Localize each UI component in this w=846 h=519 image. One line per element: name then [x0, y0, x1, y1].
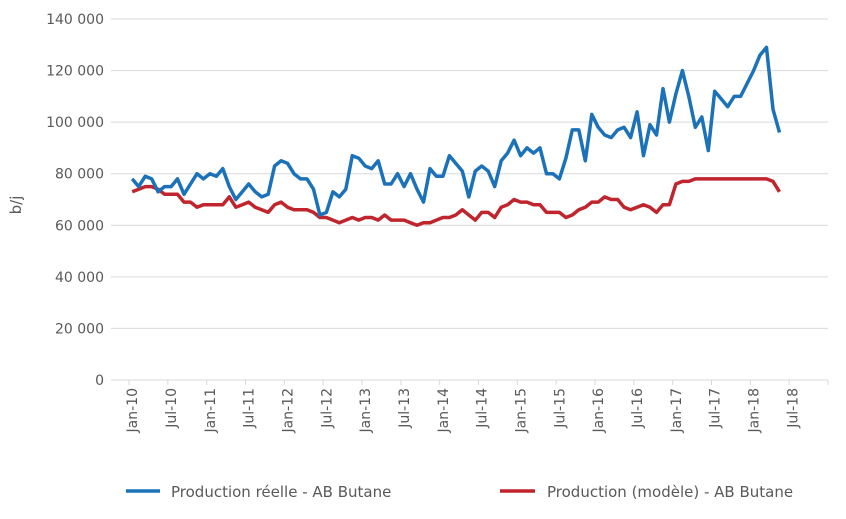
legend-label-series-0: Production réelle - AB Butane: [171, 483, 391, 501]
x-tick-label: Jul-18: [785, 388, 801, 429]
y-tick-label: 20 000: [55, 321, 104, 337]
x-tick-label: Jul-12: [319, 388, 335, 429]
legend-label-series-1: Production (modèle) - AB Butane: [547, 483, 793, 501]
x-tick-label: Jul-11: [242, 388, 258, 429]
x-tick-label: Jul-10: [164, 388, 180, 429]
x-tick-label: Jan-15: [514, 388, 530, 433]
y-axis-label: b/j: [7, 196, 25, 215]
x-axis: [111, 379, 829, 385]
x-tick-label: Jan-16: [591, 388, 607, 434]
series-line-0: [130, 45, 782, 217]
y-tick-label: 0: [95, 373, 104, 389]
x-tick-label: Jul-14: [475, 388, 491, 429]
x-tick-label: Jul-13: [397, 388, 413, 429]
x-tick-label: Jan-13: [358, 388, 374, 433]
x-axis-tick-labels: Jan-10 Jul-10 Jan-11 Jul-11 Jan-12 Jul-12 Jan-…: [125, 388, 801, 434]
x-tick-label: Jan-11: [203, 388, 219, 433]
y-tick-label: 120 000: [46, 64, 104, 80]
gridlines: [111, 18, 828, 329]
series-line-1: [131, 177, 781, 228]
x-tick-label: Jan-17: [669, 388, 685, 433]
x-tick-label: Jan-10: [125, 388, 141, 433]
x-tick-label: Jan-18: [747, 388, 763, 433]
x-tick-label: Jul-16: [630, 388, 646, 429]
y-tick-label: 40 000: [55, 270, 104, 286]
x-tick-label: Jan-14: [436, 388, 452, 434]
x-tick-label: Jul-15: [552, 388, 568, 429]
legend: Production réelle - AB Butane Production…: [126, 483, 793, 501]
y-tick-label: 140 000: [46, 12, 104, 28]
y-axis-tick-labels: 0 20 000 40 000 60 000 80 000 100 000 120 000 1…: [46, 12, 104, 389]
series-lines: [130, 45, 782, 228]
y-tick-label: 60 000: [55, 218, 104, 234]
x-tick-label: Jul-17: [708, 388, 724, 429]
x-tick-label: Jan-12: [281, 388, 297, 433]
y-tick-label: 80 000: [55, 167, 104, 183]
y-tick-label: 100 000: [46, 115, 104, 131]
